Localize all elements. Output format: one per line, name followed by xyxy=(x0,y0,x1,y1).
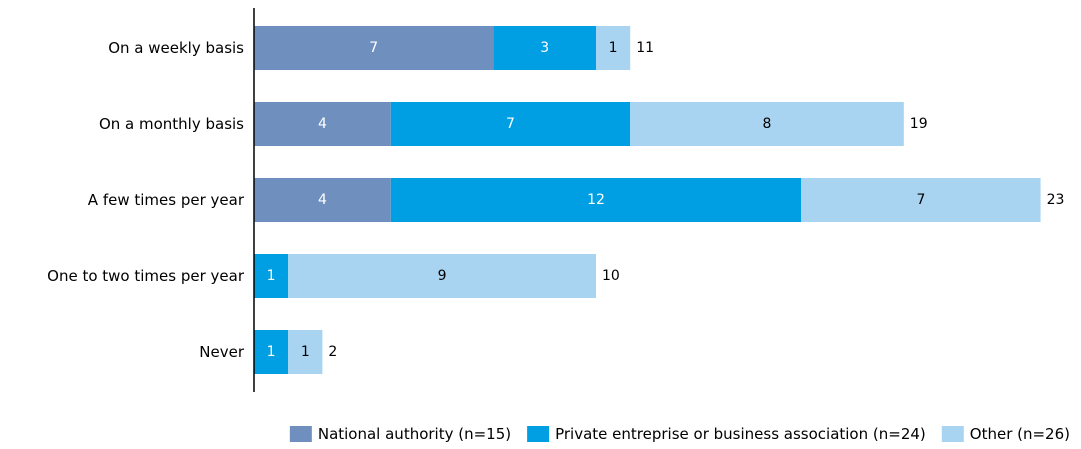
data-label-on-a-monthly-basis-series-3: 8 xyxy=(763,116,772,132)
legend-swatch-1 xyxy=(289,426,312,442)
data-label-on-a-monthly-basis-series-2: 7 xyxy=(506,116,515,132)
legend-label-1: National authority (n=15) xyxy=(318,425,511,443)
category-label-on-a-monthly-basis: On a monthly basis xyxy=(99,115,244,133)
legend-label-3: Other (n=26) xyxy=(970,425,1070,443)
legend-item-2: Private entreprise or business associati… xyxy=(527,425,926,443)
data-label-one-to-two-times-per-year-series-3: 9 xyxy=(438,268,447,284)
bar-segment-one-to-two-times-per-year-series-3 xyxy=(288,254,596,298)
legend-item-3: Other (n=26) xyxy=(941,425,1070,443)
bar-segment-on-a-monthly-basis-series-1 xyxy=(254,102,391,146)
data-label-on-a-weekly-basis-series-1: 7 xyxy=(369,40,378,56)
legend-swatch-2 xyxy=(527,426,550,442)
data-label-a-few-times-per-year-series-2: 12 xyxy=(587,192,605,208)
data-label-never-series-3: 1 xyxy=(301,344,310,360)
data-label-one-to-two-times-per-year-series-2: 1 xyxy=(267,268,276,284)
total-label-on-a-monthly-basis: 19 xyxy=(910,116,928,132)
category-label-one-to-two-times-per-year: One to two times per year xyxy=(47,267,245,285)
data-label-on-a-weekly-basis-series-2: 3 xyxy=(540,40,549,56)
legend-swatch-3 xyxy=(941,426,964,442)
bar-segment-one-to-two-times-per-year-series-2 xyxy=(254,254,289,298)
bar-segment-never-series-3 xyxy=(288,330,323,374)
total-label-never: 2 xyxy=(328,344,337,360)
data-label-on-a-weekly-basis-series-3: 1 xyxy=(609,40,618,56)
bar-segment-on-a-weekly-basis-series-1 xyxy=(254,26,494,70)
total-label-on-a-weekly-basis: 11 xyxy=(636,40,654,56)
total-label-a-few-times-per-year: 23 xyxy=(1047,192,1065,208)
category-label-never: Never xyxy=(199,343,245,361)
legend-item-1: National authority (n=15) xyxy=(289,425,511,443)
bar-segment-a-few-times-per-year-series-1 xyxy=(254,178,391,222)
legend-label-2: Private entreprise or business associati… xyxy=(555,425,926,443)
bar-segment-on-a-monthly-basis-series-2 xyxy=(390,102,631,146)
bar-segment-never-series-2 xyxy=(254,330,289,374)
total-label-one-to-two-times-per-year: 10 xyxy=(602,268,620,284)
bar-segment-on-a-weekly-basis-series-2 xyxy=(493,26,596,70)
data-label-never-series-2: 1 xyxy=(267,344,276,360)
bar-segment-a-few-times-per-year-series-3 xyxy=(801,178,1041,222)
data-label-a-few-times-per-year-series-1: 4 xyxy=(318,192,327,208)
category-label-on-a-weekly-basis: On a weekly basis xyxy=(108,39,244,57)
bar-segment-on-a-weekly-basis-series-3 xyxy=(596,26,631,70)
category-label-a-few-times-per-year: A few times per year xyxy=(88,191,245,209)
data-label-on-a-monthly-basis-series-1: 4 xyxy=(318,116,327,132)
bar-segment-on-a-monthly-basis-series-3 xyxy=(630,102,904,146)
data-label-a-few-times-per-year-series-3: 7 xyxy=(916,192,925,208)
bar-segment-a-few-times-per-year-series-2 xyxy=(390,178,802,222)
